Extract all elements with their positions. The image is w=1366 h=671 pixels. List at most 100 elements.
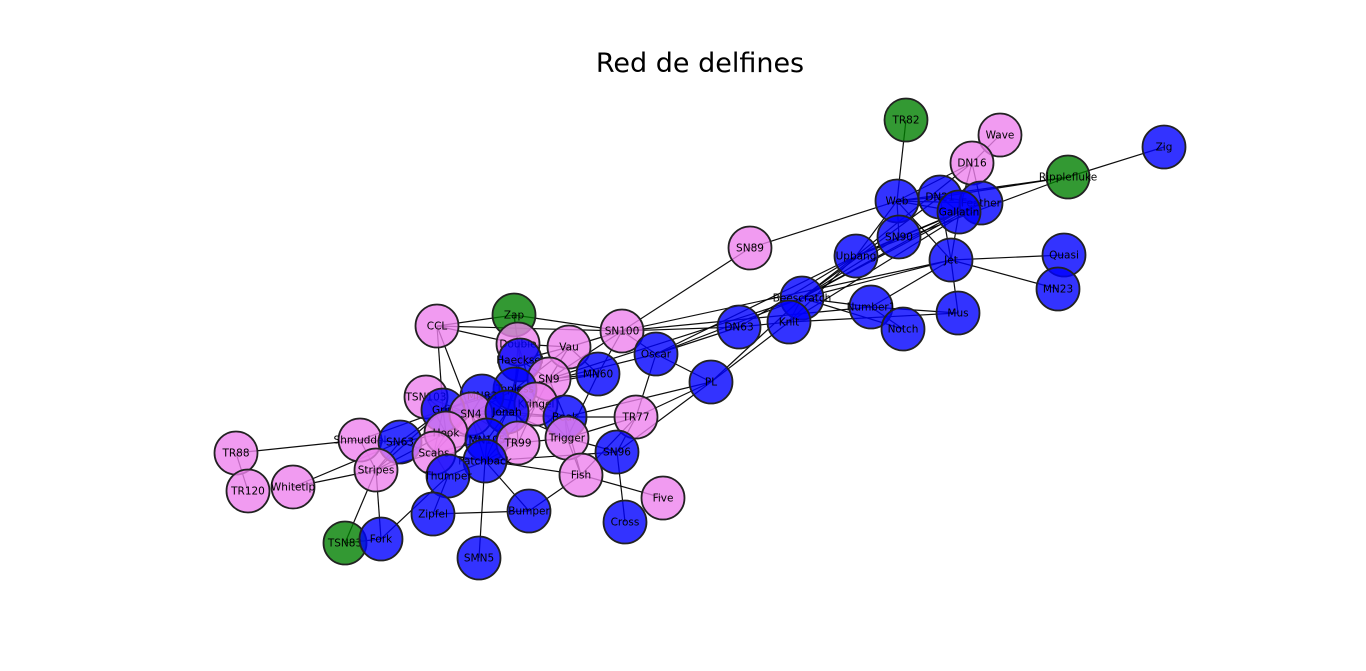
node-label-tr120: TR120 xyxy=(230,486,265,498)
node-circle-smn5 xyxy=(456,535,502,581)
node-label-shmuddel: Shmuddel xyxy=(334,435,387,447)
node-label-wave: Wave xyxy=(986,130,1015,142)
node-label-sn9: SN9 xyxy=(538,374,559,386)
node-label-tr77: TR77 xyxy=(621,412,649,424)
edge-upbang-oscar xyxy=(655,255,857,355)
node-label-zipfel: Zipfel xyxy=(418,509,448,521)
node-circle-notch xyxy=(880,306,926,352)
node-label-zig: Zig xyxy=(1156,142,1173,154)
node-label-tr99: TR99 xyxy=(503,438,531,450)
node-circle-cross xyxy=(602,499,648,545)
node-circle-upbang xyxy=(833,233,879,279)
node-circle-five xyxy=(640,475,686,521)
node-label-web: Web xyxy=(886,196,909,208)
node-circle-gallatin xyxy=(936,189,982,235)
node-circle-zig xyxy=(1141,124,1187,170)
node-wave: Wave xyxy=(977,112,1023,158)
node-mus: Mus xyxy=(935,290,981,336)
edge-web-sn89 xyxy=(749,200,898,249)
node-label-quasi: Quasi xyxy=(1049,250,1079,262)
node-circle-zipfel xyxy=(410,491,456,537)
node-label-mn60: MN60 xyxy=(583,369,613,381)
node-circle-dn63 xyxy=(716,304,762,350)
node-label-dn16: DN16 xyxy=(957,158,987,170)
node-circle-sn100 xyxy=(599,308,645,354)
node-circle-whitetip xyxy=(270,464,316,510)
node-label-fork: Fork xyxy=(370,534,393,546)
node-label-oscar: Oscar xyxy=(641,349,672,361)
node-number1: Number1 xyxy=(847,284,896,330)
node-label-number1: Number1 xyxy=(847,302,896,314)
node-sn90: SN90 xyxy=(876,214,922,260)
node-label-gallatin: Gallatin xyxy=(939,207,980,219)
node-label-sn96: SN96 xyxy=(603,447,631,459)
node-notch: Notch xyxy=(880,306,926,352)
node-circle-number1 xyxy=(848,284,894,330)
node-cross: Cross xyxy=(602,499,648,545)
node-label-tsn83: TSN83 xyxy=(327,538,362,550)
node-label-sn100: SN100 xyxy=(605,326,640,338)
node-ccl: CCL xyxy=(414,303,460,349)
edge-sn89-sn100 xyxy=(621,247,751,332)
node-label-pl: PL xyxy=(705,377,717,389)
node-label-zap: Zap xyxy=(504,310,525,322)
node-label-jet: Jet xyxy=(943,255,958,267)
node-circle-jet xyxy=(928,237,974,283)
node-label-ccl: CCL xyxy=(427,321,448,333)
node-circle-fish xyxy=(558,452,604,498)
node-circle-stripes xyxy=(353,447,399,493)
node-circle-sn96 xyxy=(594,429,640,475)
node-vau: Vau xyxy=(546,324,592,370)
node-circle-wave xyxy=(977,112,1023,158)
node-label-stripes: Stripes xyxy=(358,465,395,477)
node-label-thumper: Thumper xyxy=(423,471,472,483)
node-label-mn23: MN23 xyxy=(1043,284,1073,296)
node-oscar: Oscar xyxy=(633,331,679,377)
node-pl: PL xyxy=(688,359,734,405)
edge-jet-beescratch xyxy=(801,259,952,299)
node-circle-sn90 xyxy=(876,214,922,260)
node-circle-vau xyxy=(546,324,592,370)
node-circle-mn60 xyxy=(575,351,621,397)
node-mn60: MN60 xyxy=(575,351,621,397)
node-label-jonah: Jonah xyxy=(491,407,521,419)
node-sn63: SN63 xyxy=(377,419,423,465)
node-circle-pl xyxy=(688,359,734,405)
node-circle-tr120 xyxy=(225,468,271,514)
node-patchback: Patchback xyxy=(458,438,513,484)
node-tr82: TR82 xyxy=(883,97,929,143)
node-dn16: DN16 xyxy=(949,140,995,186)
node-sn89: SN89 xyxy=(727,225,773,271)
node-upbang: Upbang xyxy=(833,233,879,279)
node-five: Five xyxy=(640,475,686,521)
node-circle-ripplefluke xyxy=(1045,154,1091,200)
node-label-bumper: Bumper xyxy=(508,506,550,518)
node-label-cross: Cross xyxy=(611,517,640,529)
node-label-smn5: SMN5 xyxy=(464,553,494,565)
node-tr120: TR120 xyxy=(225,468,271,514)
node-mn23: MN23 xyxy=(1035,266,1081,312)
node-label-tr88: TR88 xyxy=(221,448,249,460)
graph-title: Red de delfines xyxy=(596,48,804,79)
node-zipfel: Zipfel xyxy=(410,491,456,537)
node-label-ripplefluke: Ripplefluke xyxy=(1039,172,1097,184)
node-label-trigger: Trigger xyxy=(548,433,586,445)
node-label-mus: Mus xyxy=(947,308,968,320)
node-circle-mn23 xyxy=(1035,266,1081,312)
node-fork: Fork xyxy=(358,516,404,562)
node-jet: Jet xyxy=(928,237,974,283)
node-ripplefluke: Ripplefluke xyxy=(1039,154,1097,200)
node-stripes: Stripes xyxy=(353,447,399,493)
node-label-sn4: SN4 xyxy=(460,409,482,421)
node-gallatin: Gallatin xyxy=(936,189,982,235)
node-label-patchback: Patchback xyxy=(458,456,513,468)
node-label-haecksel: Haecksel xyxy=(496,355,544,367)
node-bumper: Bumper xyxy=(506,488,552,534)
node-label-knit: Knit xyxy=(779,317,800,329)
node-label-sn63: SN63 xyxy=(386,437,414,449)
node-circle-sn89 xyxy=(727,225,773,271)
node-circle-bumper xyxy=(506,488,552,534)
node-knit: Knit xyxy=(766,299,812,345)
